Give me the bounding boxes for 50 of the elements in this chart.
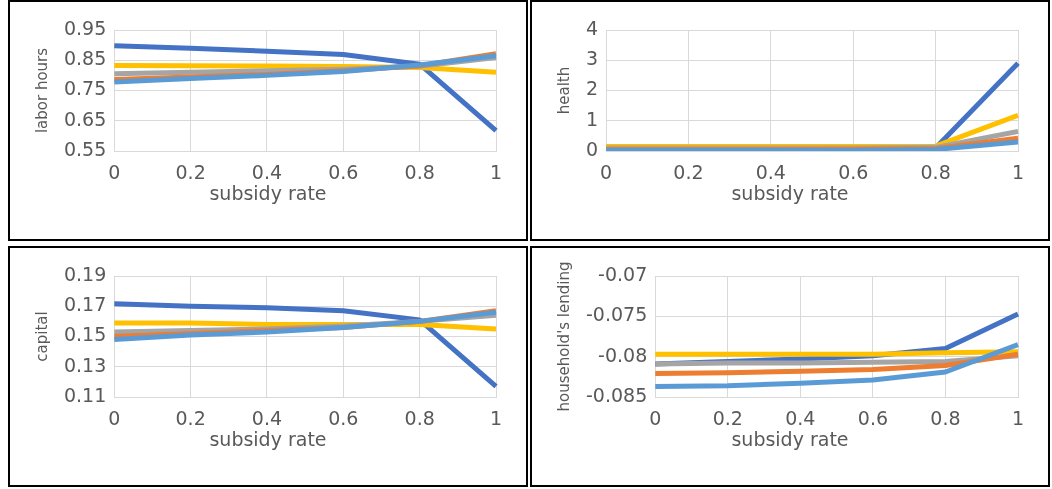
y-tick-label: 0.17 xyxy=(63,293,107,316)
x-tick-label: 1 xyxy=(489,407,503,430)
y-tick-label: 3 xyxy=(585,47,599,70)
y-tick-label: 0.19 xyxy=(63,262,107,285)
x-tick-label: 0.6 xyxy=(838,161,869,184)
y-tick-label: 0 xyxy=(585,137,599,160)
x-tick-label: 0.2 xyxy=(673,161,704,184)
x-tick-label: 0.6 xyxy=(857,407,889,430)
x-tick-label: 0.4 xyxy=(785,407,816,430)
y-axis-title: household's lending xyxy=(554,261,573,412)
y-tick-label: 4 xyxy=(585,16,599,39)
y-axis-title: labor hours xyxy=(32,47,51,134)
x-tick-label: 0.6 xyxy=(328,407,359,430)
x-tick-label: 0.4 xyxy=(251,407,283,430)
x-tick-label: 0.2 xyxy=(712,407,743,430)
x-axis-title: subsidy rate xyxy=(730,182,850,204)
x-tick-label: 0.4 xyxy=(755,161,786,184)
x-tick-label: 0.4 xyxy=(251,161,283,184)
y-tick-label: 2 xyxy=(585,77,599,100)
x-tick-label: 0 xyxy=(649,407,662,430)
y-tick-label: 0.75 xyxy=(63,77,107,100)
y-tick-label: 0.55 xyxy=(63,137,107,160)
y-tick-label: 0.13 xyxy=(63,353,107,376)
x-axis-title: subsidy rate xyxy=(730,428,850,450)
x-tick-label: 0 xyxy=(108,161,121,184)
x-tick-label: 0.6 xyxy=(328,161,359,184)
y-tick-label: 0.85 xyxy=(63,47,107,70)
y-tick-label: -0.085 xyxy=(586,383,648,406)
y-tick-label: 0.65 xyxy=(63,107,107,130)
y-axis-title: health xyxy=(554,66,573,115)
y-tick-label: -0.075 xyxy=(586,303,648,326)
x-tick-label: 1 xyxy=(1011,407,1025,430)
x-tick-label: 0.8 xyxy=(404,407,435,430)
x-tick-label: 0.2 xyxy=(175,161,206,184)
x-tick-label: 1 xyxy=(1011,161,1025,184)
y-tick-label: 0.11 xyxy=(63,383,107,406)
x-axis-title: subsidy rate xyxy=(208,428,328,450)
x-tick-label: 1 xyxy=(489,161,503,184)
x-tick-label: 0.8 xyxy=(930,407,961,430)
x-tick-label: 0.2 xyxy=(175,407,206,430)
x-axis-title: subsidy rate xyxy=(208,182,328,204)
y-tick-label: -0.07 xyxy=(598,262,648,285)
x-tick-label: 0.8 xyxy=(920,161,951,184)
y-tick-label: -0.08 xyxy=(598,343,648,366)
y-axis-title: capital xyxy=(32,311,51,362)
y-tick-label: 1 xyxy=(585,107,599,130)
y-tick-label: 0.15 xyxy=(63,323,107,346)
y-tick-label: 0.95 xyxy=(63,16,107,39)
x-tick-label: 0 xyxy=(108,407,121,430)
x-tick-label: 0.8 xyxy=(404,161,435,184)
